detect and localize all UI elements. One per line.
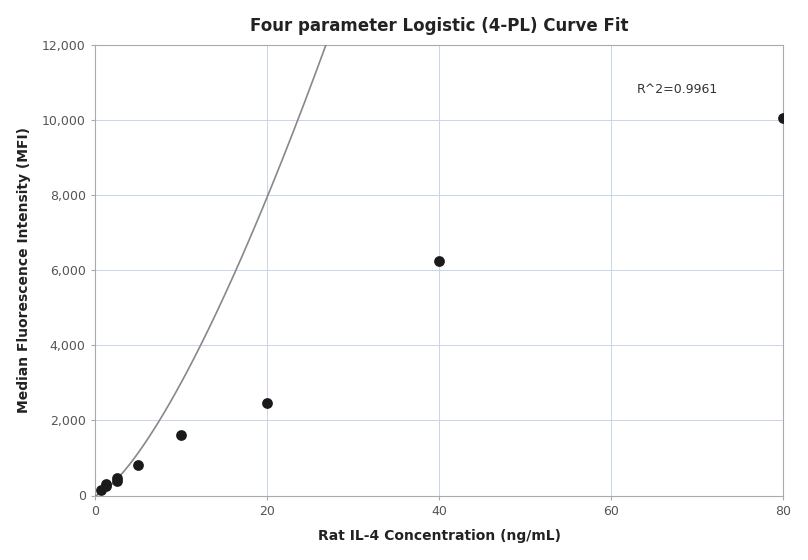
Point [132,461,145,470]
Point [433,256,446,265]
Title: Four parameter Logistic (4-PL) Curve Fit: Four parameter Logistic (4-PL) Curve Fit [250,17,629,35]
X-axis label: Rat IL-4 Concentration (ng/mL): Rat IL-4 Concentration (ng/mL) [318,529,561,543]
Point [99,482,112,491]
Point [111,477,124,486]
Point [111,474,124,483]
Point [776,113,789,122]
Point [95,486,107,494]
Point [261,399,274,408]
Text: R^2=0.9961: R^2=0.9961 [638,83,718,96]
Y-axis label: Median Fluorescence Intensity (MFI): Median Fluorescence Intensity (MFI) [17,127,31,413]
Point [99,479,112,488]
Point [175,431,187,440]
